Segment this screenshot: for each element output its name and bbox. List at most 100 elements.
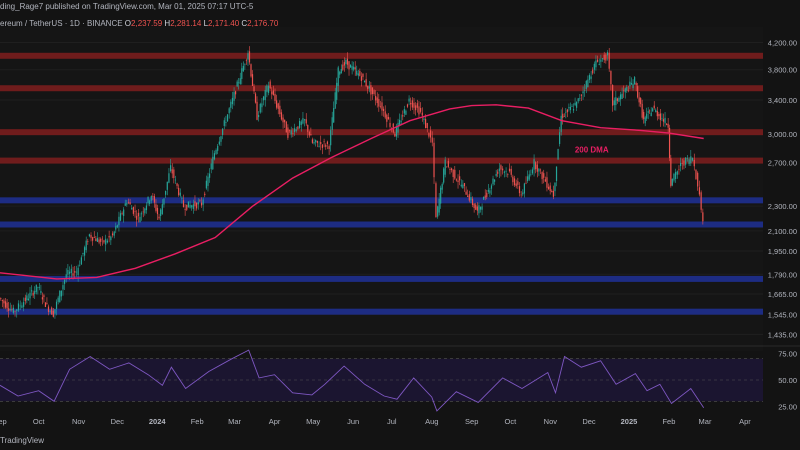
candle-body: [455, 179, 458, 181]
candle-body: [68, 271, 71, 274]
candle-body: [702, 212, 704, 222]
dma-annotation: 200 DMA: [575, 146, 609, 155]
candle-body: [328, 146, 330, 149]
candle-body: [356, 70, 358, 75]
candle-body: [368, 86, 370, 89]
candle-body: [284, 119, 286, 123]
candle-body: [577, 98, 579, 102]
candle-body: [467, 195, 469, 198]
candle-body: [41, 297, 44, 300]
candle-body: [308, 131, 310, 136]
candle-body: [38, 286, 41, 288]
ohlc-legend: ereum / TetherUS · 1D · BINANCE O2,237.5…: [0, 19, 278, 28]
candle-body: [605, 54, 607, 61]
publisher-bar: ding_Rage7 published on TradingView.com,…: [0, 0, 800, 14]
candle-body: [454, 169, 456, 179]
candle-body: [698, 187, 701, 195]
candle-body: [438, 198, 440, 213]
candle-body: [220, 136, 222, 142]
candle-body: [37, 287, 39, 288]
candle-body: [49, 311, 51, 312]
candle-body: [627, 90, 629, 92]
candle-body: [680, 162, 682, 167]
candle-body: [566, 109, 568, 113]
candle-body: [508, 168, 511, 172]
candle-body: [676, 171, 678, 175]
close-label: C: [241, 19, 248, 28]
candle-body: [64, 279, 66, 284]
time-tick-label: Oct: [505, 417, 518, 426]
candle-body: [559, 132, 561, 144]
price-tick-label: 3,000.00: [768, 130, 797, 139]
rsi-tick-label: 75.00: [778, 349, 797, 358]
candle-body: [384, 111, 386, 118]
candle-body: [160, 209, 162, 216]
candle-body: [658, 114, 660, 117]
candle-body: [681, 163, 683, 165]
candle-body: [655, 109, 657, 113]
candle-body: [653, 105, 655, 109]
candle-body: [302, 118, 304, 124]
candle-body: [686, 158, 688, 159]
candle-body: [150, 196, 152, 201]
candle-body: [495, 174, 497, 176]
candle-body: [552, 190, 555, 197]
candle-body: [218, 141, 220, 145]
candle-body: [671, 178, 673, 186]
footer: TradingView: [0, 436, 44, 445]
candle-body: [643, 111, 645, 119]
resistance-zone: [0, 85, 763, 92]
candle-body: [46, 302, 48, 304]
candle-body: [661, 118, 663, 119]
candle-body: [35, 284, 37, 292]
candle-body: [194, 201, 196, 207]
ma-200-line: [0, 104, 704, 280]
candle-body: [675, 172, 677, 180]
candle-body: [497, 171, 499, 174]
candle-body: [307, 125, 309, 132]
time-tick-label: Feb: [191, 417, 204, 426]
candles: [0, 46, 704, 319]
candle-body: [487, 189, 489, 192]
candle-body: [87, 241, 89, 242]
candle-body: [19, 305, 21, 307]
candle-body: [213, 153, 216, 160]
candle-body: [26, 295, 28, 301]
candle-body: [54, 309, 56, 314]
candle-body: [254, 93, 257, 103]
time-tick-label: Dec: [111, 417, 125, 426]
low-value: 2,171.40: [208, 19, 240, 28]
time-tick-label: 2025: [621, 417, 638, 426]
candle-body: [77, 267, 79, 275]
candle-body: [134, 211, 136, 212]
candle-body: [348, 61, 350, 70]
candle-body: [421, 112, 423, 116]
candle-body: [230, 101, 232, 108]
candle-body: [288, 130, 291, 131]
candle-body: [147, 196, 149, 204]
price-tick-label: 1,790.00: [768, 270, 797, 279]
candle-body: [215, 149, 217, 154]
candle-body: [603, 54, 605, 61]
symbol-label[interactable]: ereum / TetherUS · 1D · BINANCE: [0, 19, 123, 28]
candle-body: [253, 86, 255, 92]
candle-body: [695, 169, 697, 179]
candle-body: [129, 202, 131, 205]
candle-body: [579, 98, 581, 99]
candle-body: [131, 208, 133, 210]
candle-body: [149, 200, 151, 204]
candle-body: [437, 206, 439, 217]
candle-body: [67, 269, 69, 275]
candle-body: [40, 290, 42, 294]
candle-body: [0, 298, 2, 300]
candle-body: [320, 142, 322, 145]
candle-body: [502, 168, 504, 171]
candle-body: [606, 52, 609, 56]
candle-body: [554, 182, 556, 192]
candle-body: [463, 182, 466, 187]
candle-body: [363, 80, 366, 83]
candle-body: [640, 98, 642, 105]
candle-body: [441, 184, 443, 190]
